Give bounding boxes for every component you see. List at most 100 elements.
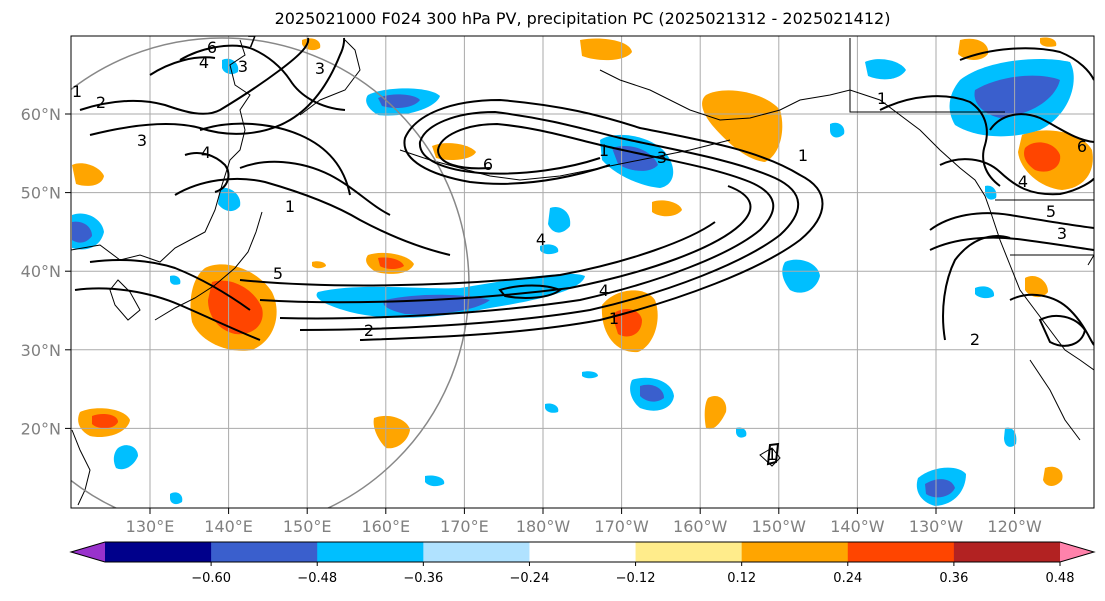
lon-label: 170°E — [440, 517, 489, 536]
pv-contour — [498, 284, 562, 299]
contour-label: 1 — [798, 146, 808, 165]
precip-blob — [782, 259, 820, 293]
lon-label: 130°E — [126, 517, 175, 536]
colorbar-segment — [847, 542, 955, 562]
lon-label: 170°W — [594, 517, 649, 536]
precip-blob — [170, 275, 181, 285]
pv-contour — [1038, 314, 1087, 347]
lon-label: 120°W — [987, 517, 1042, 536]
colorbar-tick-label: 0.24 — [833, 571, 862, 586]
colorbar-segment — [423, 542, 530, 562]
pv-contour — [79, 37, 310, 115]
pv-contour — [879, 95, 1001, 187]
precip-blob — [582, 371, 598, 379]
contour-label: 5 — [1046, 202, 1056, 221]
pv-contour — [299, 110, 800, 331]
pv-contour — [74, 287, 261, 341]
pv-contour — [942, 235, 1011, 341]
contour-label: 3 — [657, 148, 667, 167]
precip-blob — [1024, 142, 1061, 172]
precip-blob — [865, 59, 906, 80]
coastline-philippines — [71, 429, 91, 506]
contour-label: 4 — [599, 281, 609, 300]
lon-label: 150°W — [752, 517, 807, 536]
contour-label: 3 — [315, 59, 325, 78]
precip-blob — [958, 38, 989, 60]
lon-label: 130°W — [909, 517, 964, 536]
lat-label: 40°N — [21, 262, 61, 281]
reference-circle — [71, 37, 470, 508]
precip-blob — [548, 206, 571, 233]
colorbar-segment — [741, 542, 849, 562]
precip-blob — [1004, 427, 1017, 447]
precip-blob — [170, 492, 183, 505]
pv-contour — [766, 442, 780, 466]
contour-label: 7 — [247, 32, 257, 51]
contour-label: 1 — [767, 445, 777, 464]
lon-label: 140°W — [830, 517, 885, 536]
precip-blob — [383, 294, 490, 315]
precip-blob — [92, 414, 118, 429]
coastline-aleutians — [399, 139, 731, 181]
contour-label: 4 — [1018, 172, 1028, 191]
pv-contour — [89, 259, 251, 311]
coastline-canada-box — [849, 38, 1005, 113]
precip-blob — [652, 200, 682, 217]
precip-blob — [208, 280, 263, 335]
pv-contour — [239, 221, 716, 287]
precip-blob — [218, 187, 241, 212]
contour-label: 1 — [285, 197, 295, 216]
precip-blob — [540, 244, 559, 255]
lat-label: 20°N — [21, 419, 61, 438]
graticule — [71, 36, 1094, 508]
contour-label: 4 — [199, 53, 209, 72]
precip-blob — [640, 384, 664, 402]
map-title: 2025021000 F024 300 hPa PV, precipitatio… — [274, 9, 891, 28]
precip-blob — [1048, 63, 1067, 77]
precip-blob — [113, 445, 138, 470]
precip-blob — [830, 122, 845, 138]
colorbar-tick-label: −0.48 — [297, 571, 337, 586]
pv-contour — [199, 122, 351, 196]
colorbar-min-extension — [71, 542, 105, 562]
pv-contour — [179, 44, 346, 111]
colorbar-segment — [105, 542, 212, 562]
precip-blob — [373, 415, 410, 449]
colorbar-tick-label: −0.24 — [510, 571, 550, 586]
precip-blob — [432, 143, 476, 160]
colorbar-segment — [953, 542, 1061, 562]
coastlines — [71, 38, 1094, 506]
contour-label: 2 — [364, 321, 374, 340]
pv-contours — [74, 37, 1094, 466]
lon-label: 160°W — [673, 517, 728, 536]
coastline-asia — [71, 39, 251, 263]
precip-blob — [425, 475, 445, 487]
colorbar-tick-label: −0.36 — [403, 571, 443, 586]
colorbar-tick-label: −0.12 — [616, 571, 656, 586]
precip-blob — [378, 257, 404, 269]
colorbar: −0.60 −0.48 −0.36 −0.24 −0.12 0.12 0.24 0.36 0.4… — [69, 541, 1096, 586]
precip-blob — [545, 403, 559, 413]
latitude-ticks: 60°N 50°N 40°N 30°N 20°N — [21, 105, 71, 438]
contour-label: 1 — [72, 82, 82, 101]
colorbar-segment — [529, 542, 637, 562]
contour-label: 6 — [1077, 137, 1087, 156]
pv-contour — [184, 152, 230, 193]
colorbar-segment — [317, 542, 424, 562]
coastline-us-border — [995, 199, 1094, 266]
coastline-northamerica — [989, 209, 1094, 371]
contour-label: 3 — [1057, 224, 1067, 243]
contour-label: 2 — [970, 330, 980, 349]
lon-label: 180°W — [516, 517, 571, 536]
contour-label: 2 — [96, 93, 106, 112]
longitude-ticks: 130°E 140°E 150°E 160°E 170°E 180°W 170°W 160°W… — [126, 508, 1042, 536]
precip-blob — [580, 38, 632, 61]
colorbar-tick-label: 0.48 — [1046, 571, 1075, 586]
pv-contour — [989, 113, 1094, 143]
precip-blob — [702, 90, 783, 162]
coastline-korea — [109, 279, 141, 321]
precip-blob — [975, 286, 995, 299]
coastline-alaska — [599, 69, 991, 211]
